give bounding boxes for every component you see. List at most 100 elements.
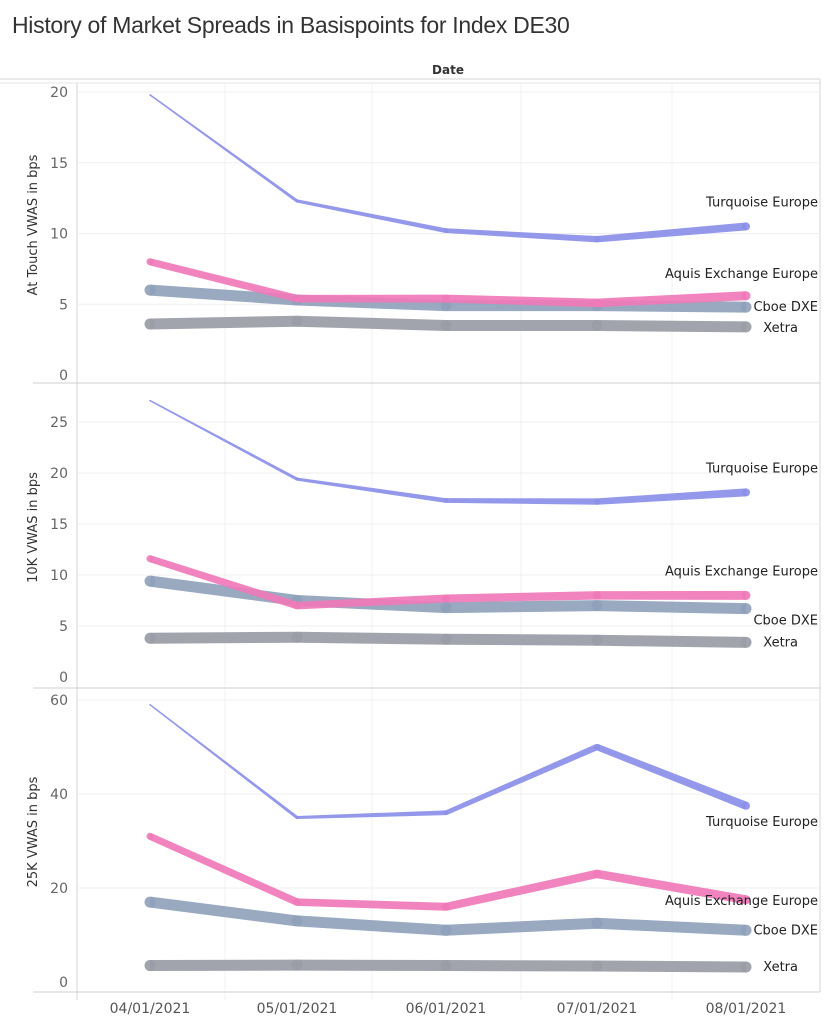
x-tick-label: 08/01/2021: [706, 1001, 787, 1017]
column-header-date: Date: [432, 63, 464, 77]
data-point-aquis-exchange-europe: [146, 258, 154, 266]
series-line-segment-xetra: [296, 315, 447, 331]
series-line-segment-cboe-dxe: [149, 575, 298, 606]
y-axis-label: 25K VWAS in bps: [26, 776, 41, 887]
y-tick-label: 0: [59, 670, 68, 686]
data-point-cboe-dxe: [144, 284, 156, 296]
series-line-segment-turquoise-europe: [596, 488, 747, 505]
series-line-segment-cboe-dxe: [149, 896, 298, 927]
series-label-cboe-dxe: Cboe DXE: [753, 614, 818, 629]
series-line-segment-turquoise-europe: [296, 199, 447, 233]
series-line-segment-turquoise-europe: [149, 704, 298, 819]
series-line-segment-xetra: [149, 631, 298, 644]
y-tick-label: 10: [50, 227, 68, 243]
series-line-segment-xetra: [296, 631, 447, 645]
data-point-aquis-exchange-europe: [741, 895, 751, 905]
series-line-segment-aquis-exchange-europe: [445, 294, 598, 308]
y-tick-label: 15: [50, 156, 68, 172]
series-label-cboe-dxe: Cboe DXE: [753, 923, 818, 938]
series-line-segment-cboe-dxe: [445, 600, 598, 614]
series-line-segment-aquis-exchange-europe: [149, 258, 298, 303]
data-point-cboe-dxe: [740, 603, 752, 615]
y-tick-label: 10: [50, 568, 68, 584]
data-point-turquoise-europe: [742, 488, 750, 497]
y-tick-label: 20: [50, 881, 68, 897]
series-line-segment-aquis-exchange-europe: [445, 869, 598, 911]
series-line-segment-aquis-exchange-europe: [148, 555, 299, 610]
series-label-xetra: Xetra: [763, 960, 798, 975]
series-line-segment-turquoise-europe: [596, 222, 747, 243]
series-line-segment-xetra: [596, 634, 747, 648]
series-line-segment-aquis-exchange-europe: [597, 590, 746, 600]
y-axis-label: 10K VWAS in bps: [26, 472, 41, 583]
series-line-segment-turquoise-europe: [296, 810, 447, 820]
series-line-segment-xetra: [445, 633, 598, 646]
series-label-turquoise-europe: Turquoise Europe: [705, 195, 818, 210]
data-point-turquoise-europe: [149, 703, 151, 706]
series-line-segment-turquoise-europe: [149, 399, 298, 481]
data-point-turquoise-europe: [742, 801, 750, 810]
y-tick-label: 0: [59, 368, 68, 384]
series-line-segment-aquis-exchange-europe: [596, 869, 747, 905]
y-tick-label: 25: [50, 415, 68, 431]
series-line-segment-cboe-dxe: [296, 915, 447, 936]
x-tick-label: 05/01/2021: [257, 1001, 338, 1017]
series-label-aquis-exchange-europe: Aquis Exchange Europe: [665, 267, 818, 282]
series-line-segment-turquoise-europe: [296, 477, 447, 503]
y-tick-label: 60: [50, 693, 68, 709]
series-label-aquis-exchange-europe: Aquis Exchange Europe: [665, 564, 818, 579]
series-line-segment-xetra: [596, 960, 747, 973]
y-tick-label: 5: [59, 297, 68, 313]
series-line-segment-aquis-exchange-europe: [445, 591, 598, 603]
x-tick-label: 07/01/2021: [557, 1001, 638, 1017]
y-tick-label: 40: [50, 787, 68, 803]
series-label-turquoise-europe: Turquoise Europe: [705, 461, 818, 476]
series-line-segment-turquoise-europe: [445, 228, 598, 243]
y-tick-label: 20: [50, 466, 68, 482]
series-line-segment-cboe-dxe: [445, 917, 598, 936]
data-point-turquoise-europe: [149, 399, 151, 402]
y-tick-label: 0: [59, 975, 68, 991]
series-line-segment-xetra: [149, 315, 298, 330]
series-label-xetra: Xetra: [763, 321, 798, 336]
series-line-segment-aquis-exchange-europe: [148, 833, 299, 906]
chart-title: History of Market Spreads in Basispoints…: [12, 12, 570, 38]
data-point-cboe-dxe: [740, 924, 752, 936]
data-point-aquis-exchange-europe: [146, 832, 154, 840]
series-line-segment-xetra: [446, 319, 597, 331]
series-line-segment-xetra: [445, 960, 598, 972]
data-point-cboe-dxe: [144, 575, 156, 587]
series-label-turquoise-europe: Turquoise Europe: [705, 815, 818, 830]
series-label-aquis-exchange-europe: Aquis Exchange Europe: [665, 894, 818, 909]
x-tick-label: 04/01/2021: [110, 1001, 191, 1017]
series-line-segment-xetra: [296, 959, 447, 972]
data-point-aquis-exchange-europe: [146, 555, 154, 563]
series-label-xetra: Xetra: [763, 635, 798, 650]
data-point-xetra: [740, 961, 752, 973]
series-label-cboe-dxe: Cboe DXE: [753, 300, 818, 315]
y-tick-label: 20: [50, 85, 68, 101]
data-point-xetra: [144, 318, 156, 330]
series-line-segment-aquis-exchange-europe: [596, 291, 747, 308]
series-line-segment-turquoise-europe: [595, 744, 748, 810]
data-point-aquis-exchange-europe: [741, 590, 751, 600]
data-point-turquoise-europe: [742, 222, 750, 231]
series-line-segment-aquis-exchange-europe: [296, 898, 447, 911]
series-line-segment-cboe-dxe: [149, 284, 298, 306]
data-point-aquis-exchange-europe: [741, 291, 751, 301]
data-point-cboe-dxe: [740, 301, 752, 313]
series-line-segment-aquis-exchange-europe: [297, 294, 446, 303]
series-line-segment-turquoise-europe: [445, 744, 599, 815]
data-point-xetra: [740, 321, 752, 333]
data-point-xetra: [144, 632, 156, 644]
series-line-segment-aquis-exchange-europe: [296, 594, 447, 610]
series-line-segment-xetra: [596, 319, 747, 333]
data-point-cboe-dxe: [144, 896, 156, 908]
series-line-segment-xetra: [149, 959, 298, 972]
series-line-segment-turquoise-europe: [149, 94, 298, 203]
data-point-turquoise-europe: [149, 94, 151, 96]
series-line-segment-turquoise-europe: [445, 498, 598, 505]
y-tick-label: 5: [59, 619, 68, 635]
y-axis-label: At Touch VWAS in bps: [26, 154, 41, 295]
